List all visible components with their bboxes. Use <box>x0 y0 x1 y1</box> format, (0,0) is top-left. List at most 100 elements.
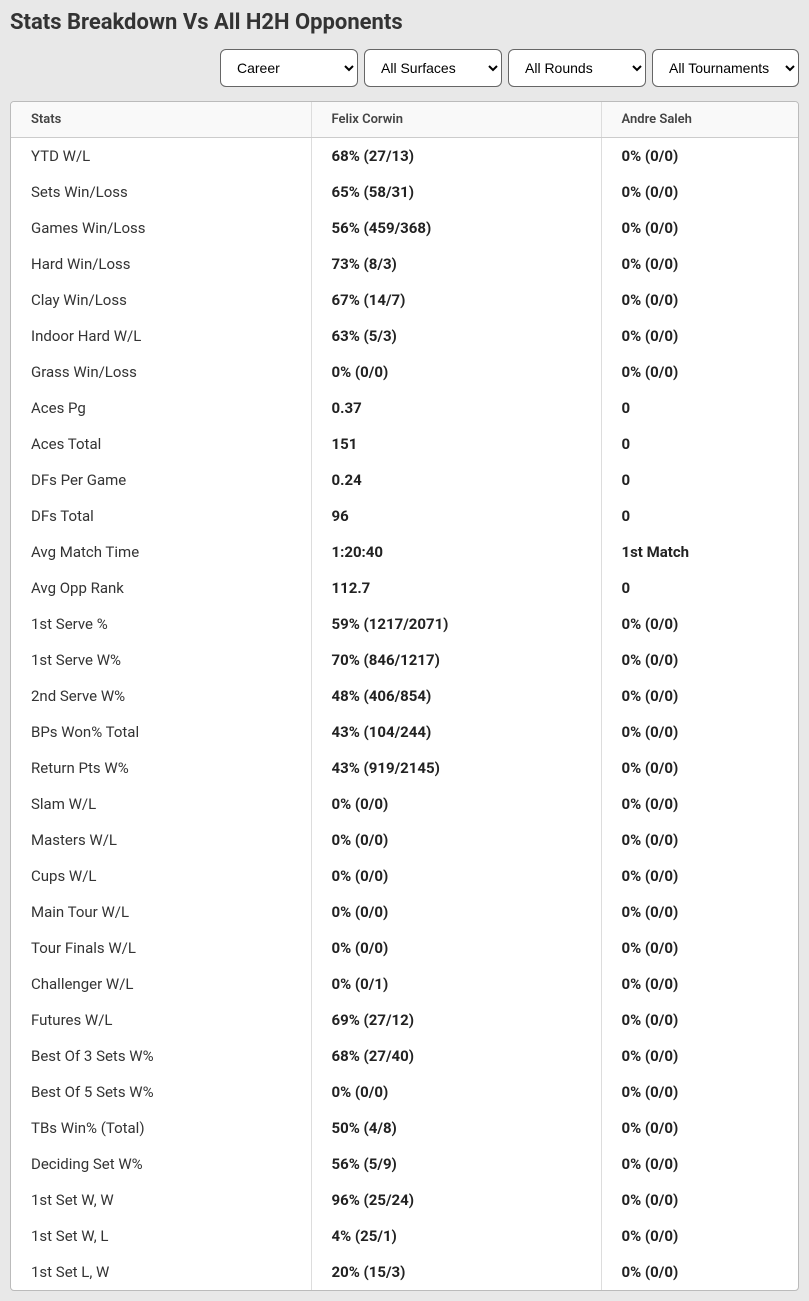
table-row: 1st Set W, L4% (25/1)0% (0/0) <box>11 1218 798 1254</box>
table-row: Best Of 3 Sets W%68% (27/40)0% (0/0) <box>11 1038 798 1074</box>
stat-label: Hard Win/Loss <box>11 246 311 282</box>
table-row: DFs Total960 <box>11 498 798 534</box>
stat-label: 1st Serve % <box>11 606 311 642</box>
stat-value-player1: 96% (25/24) <box>311 1182 601 1218</box>
stat-label: 1st Set W, L <box>11 1218 311 1254</box>
stat-value-player1: 0% (0/0) <box>311 822 601 858</box>
stat-value-player1: 67% (14/7) <box>311 282 601 318</box>
stat-value-player2: 0% (0/0) <box>601 966 798 1002</box>
stat-value-player2: 0% (0/0) <box>601 354 798 390</box>
stat-value-player1: 1:20:40 <box>311 534 601 570</box>
stat-label: Cups W/L <box>11 858 311 894</box>
stat-value-player1: 112.7 <box>311 570 601 606</box>
period-select[interactable]: Career <box>220 49 358 87</box>
stat-value-player1: 43% (104/244) <box>311 714 601 750</box>
stat-value-player2: 0% (0/0) <box>601 822 798 858</box>
table-row: YTD W/L68% (27/13)0% (0/0) <box>11 138 798 175</box>
table-row: Futures W/L69% (27/12)0% (0/0) <box>11 1002 798 1038</box>
table-row: 2nd Serve W%48% (406/854)0% (0/0) <box>11 678 798 714</box>
stat-value-player2: 0% (0/0) <box>601 858 798 894</box>
stats-table: Stats Felix Corwin Andre Saleh YTD W/L68… <box>11 102 798 1290</box>
stat-label: Tour Finals W/L <box>11 930 311 966</box>
stat-value-player1: 20% (15/3) <box>311 1254 601 1290</box>
stat-value-player2: 0% (0/0) <box>601 138 798 175</box>
stat-value-player1: 0% (0/0) <box>311 786 601 822</box>
stat-value-player2: 0% (0/0) <box>601 606 798 642</box>
table-row: Main Tour W/L0% (0/0)0% (0/0) <box>11 894 798 930</box>
stat-value-player1: 96 <box>311 498 601 534</box>
stat-label: Masters W/L <box>11 822 311 858</box>
tournament-select[interactable]: All Tournaments <box>652 49 799 87</box>
stat-label: TBs Win% (Total) <box>11 1110 311 1146</box>
stat-value-player2: 0% (0/0) <box>601 1254 798 1290</box>
stat-label: YTD W/L <box>11 138 311 175</box>
stat-value-player2: 0% (0/0) <box>601 750 798 786</box>
stat-value-player2: 0% (0/0) <box>601 318 798 354</box>
stat-value-player1: 73% (8/3) <box>311 246 601 282</box>
stat-value-player2: 0 <box>601 498 798 534</box>
surface-select[interactable]: All Surfaces <box>364 49 502 87</box>
table-row: Aces Pg0.370 <box>11 390 798 426</box>
table-row: BPs Won% Total43% (104/244)0% (0/0) <box>11 714 798 750</box>
stat-value-player2: 0% (0/0) <box>601 174 798 210</box>
stat-value-player2: 1st Match <box>601 534 798 570</box>
stat-value-player2: 0% (0/0) <box>601 210 798 246</box>
column-header-player2: Andre Saleh <box>601 102 798 138</box>
table-row: 1st Serve %59% (1217/2071)0% (0/0) <box>11 606 798 642</box>
table-row: Indoor Hard W/L63% (5/3)0% (0/0) <box>11 318 798 354</box>
stat-value-player1: 0% (0/0) <box>311 894 601 930</box>
stat-value-player2: 0% (0/0) <box>601 1218 798 1254</box>
stat-value-player1: 0% (0/0) <box>311 1074 601 1110</box>
table-row: Hard Win/Loss73% (8/3)0% (0/0) <box>11 246 798 282</box>
stat-label: Aces Total <box>11 426 311 462</box>
stat-value-player2: 0% (0/0) <box>601 246 798 282</box>
table-row: DFs Per Game0.240 <box>11 462 798 498</box>
stat-label: DFs Per Game <box>11 462 311 498</box>
stat-value-player2: 0 <box>601 570 798 606</box>
stat-value-player2: 0% (0/0) <box>601 930 798 966</box>
table-row: 1st Set L, W20% (15/3)0% (0/0) <box>11 1254 798 1290</box>
stat-value-player1: 0% (0/1) <box>311 966 601 1002</box>
table-row: Avg Match Time1:20:401st Match <box>11 534 798 570</box>
table-row: Cups W/L0% (0/0)0% (0/0) <box>11 858 798 894</box>
page-title: Stats Breakdown Vs All H2H Opponents <box>10 10 799 35</box>
table-row: TBs Win% (Total)50% (4/8)0% (0/0) <box>11 1110 798 1146</box>
stat-value-player1: 56% (459/368) <box>311 210 601 246</box>
stat-value-player1: 0.24 <box>311 462 601 498</box>
stat-label: Futures W/L <box>11 1002 311 1038</box>
stat-value-player1: 151 <box>311 426 601 462</box>
filters-row: Career All Surfaces All Rounds All Tourn… <box>10 49 799 87</box>
stat-value-player2: 0 <box>601 390 798 426</box>
stat-value-player1: 4% (25/1) <box>311 1218 601 1254</box>
stat-value-player1: 63% (5/3) <box>311 318 601 354</box>
stat-label: DFs Total <box>11 498 311 534</box>
stat-label: BPs Won% Total <box>11 714 311 750</box>
stat-label: Sets Win/Loss <box>11 174 311 210</box>
stat-value-player2: 0% (0/0) <box>601 1182 798 1218</box>
stat-label: 1st Serve W% <box>11 642 311 678</box>
stat-label: 1st Set W, W <box>11 1182 311 1218</box>
stat-value-player2: 0% (0/0) <box>601 678 798 714</box>
stat-value-player1: 70% (846/1217) <box>311 642 601 678</box>
stat-label: Aces Pg <box>11 390 311 426</box>
stat-label: Games Win/Loss <box>11 210 311 246</box>
stat-value-player2: 0% (0/0) <box>601 714 798 750</box>
stat-value-player1: 43% (919/2145) <box>311 750 601 786</box>
stat-label: Challenger W/L <box>11 966 311 1002</box>
stat-label: Grass Win/Loss <box>11 354 311 390</box>
stat-value-player2: 0 <box>601 462 798 498</box>
stat-label: Main Tour W/L <box>11 894 311 930</box>
stats-table-container: Stats Felix Corwin Andre Saleh YTD W/L68… <box>10 101 799 1291</box>
round-select[interactable]: All Rounds <box>508 49 646 87</box>
stat-value-player2: 0% (0/0) <box>601 1002 798 1038</box>
stat-value-player2: 0% (0/0) <box>601 1074 798 1110</box>
stat-value-player1: 68% (27/40) <box>311 1038 601 1074</box>
stat-value-player2: 0% (0/0) <box>601 1146 798 1182</box>
stat-value-player1: 48% (406/854) <box>311 678 601 714</box>
stat-value-player1: 65% (58/31) <box>311 174 601 210</box>
table-row: Return Pts W%43% (919/2145)0% (0/0) <box>11 750 798 786</box>
table-row: Clay Win/Loss67% (14/7)0% (0/0) <box>11 282 798 318</box>
stat-value-player1: 0% (0/0) <box>311 354 601 390</box>
stat-value-player1: 59% (1217/2071) <box>311 606 601 642</box>
table-row: Aces Total1510 <box>11 426 798 462</box>
